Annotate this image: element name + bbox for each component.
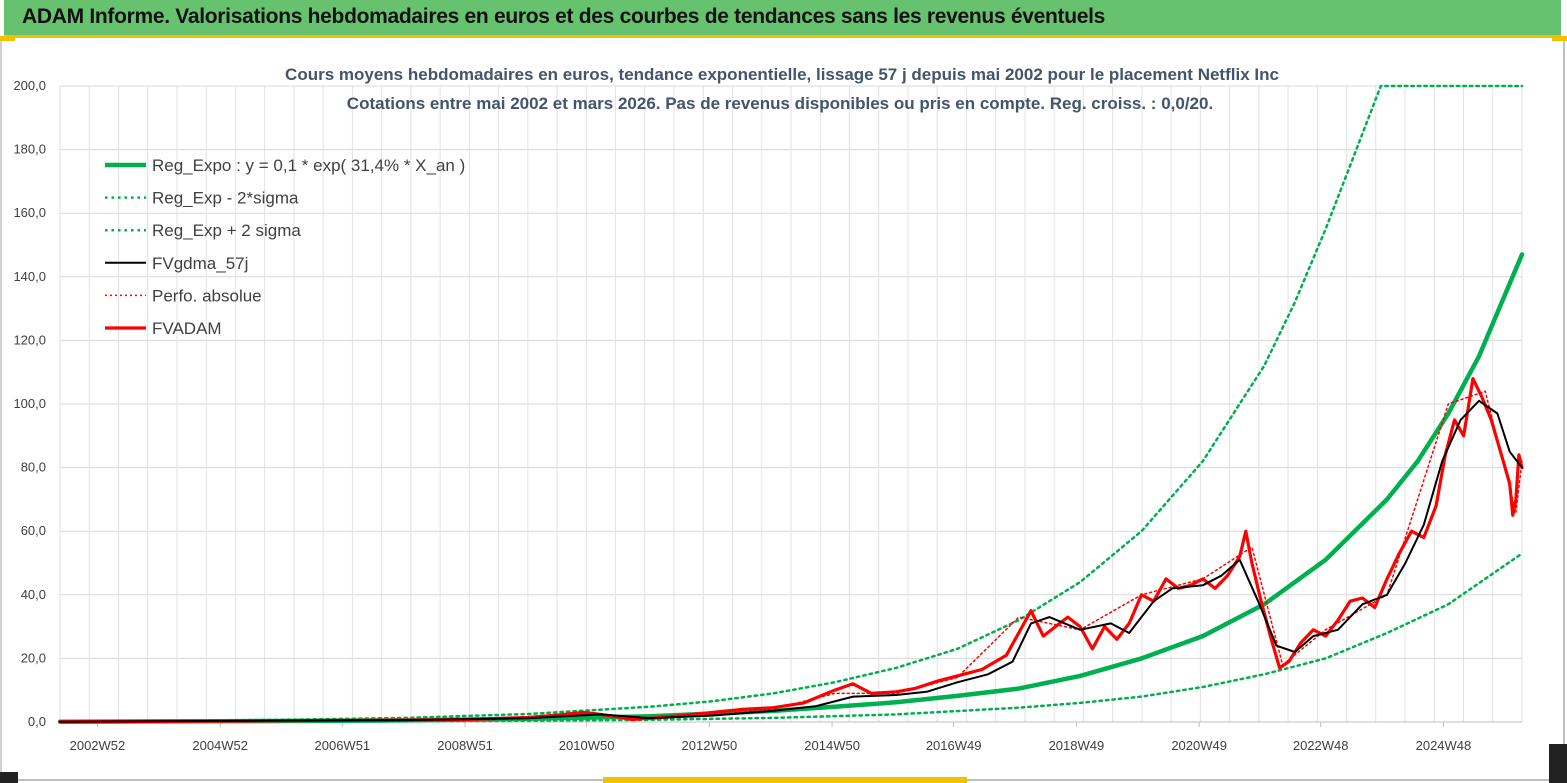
x-tick-label: 2004W52 [192,738,248,753]
accent-bar-bottom [603,777,967,783]
legend-label: FVgdma_57j [152,254,248,273]
accent-bar-right [1552,36,1567,41]
x-tick-label: 2006W51 [315,738,371,753]
legend-label: FVADAM [152,319,222,338]
chart-title-line1: Cours moyens hebdomadaires en euros, ten… [285,65,1279,84]
chart-title-line2: Cotations entre mai 2002 et mars 2026. P… [347,94,1213,113]
x-tick-label: 2010W50 [559,738,615,753]
y-tick-label: 140,0 [13,269,46,284]
y-tick-label: 60,0 [21,523,46,538]
x-tick-label: 2014W50 [804,738,860,753]
chart-legend: Reg_Expo : y = 0,1 * exp( 31,4% * X_an )… [105,156,465,338]
corner-bar-left [0,772,18,783]
y-tick-label: 200,0 [13,78,46,93]
legend-label: Reg_Exp - 2*sigma [152,189,299,208]
legend-label: Perfo. absolue [152,286,262,305]
y-tick-label: 80,0 [21,460,46,475]
y-tick-label: 20,0 [21,650,46,665]
legend-label: Reg_Expo : y = 0,1 * exp( 31,4% * X_an ) [152,156,465,175]
series-line-fvgdma-57j [59,399,1523,723]
chart-series [57,84,1525,724]
accent-bar-left [0,36,15,41]
x-tick-label: 2012W50 [682,738,738,753]
page-header: ADAM Informe. Valorisations hebdomadaire… [4,0,1561,38]
x-tick-label: 2022W48 [1293,738,1349,753]
page-title: ADAM Informe. Valorisations hebdomadaire… [22,5,1106,28]
chart-grid [59,85,1523,723]
y-tick-label: 40,0 [21,587,46,602]
x-tick-label: 2018W49 [1049,738,1105,753]
y-tick-label: 100,0 [13,396,46,411]
corner-bar-right [1549,744,1567,783]
y-tick-label: 180,0 [13,142,46,157]
legend-label: Reg_Exp + 2 sigma [152,221,301,240]
y-tick-label: 0,0 [28,714,46,729]
y-tick-label: 120,0 [13,332,46,347]
y-tick-label: 160,0 [13,205,46,220]
x-tick-label: 2008W51 [437,738,493,753]
x-tick-label: 2002W52 [70,738,126,753]
series-line-reg-exp-2-sigma [58,84,1524,723]
chart-axes: 0,0 20,0 40,0 60,0 80,0 100,0 120,0 140,0 160,0 1… [13,78,1522,753]
x-tick-label: 2016W49 [926,738,982,753]
x-tick-label: 2020W49 [1171,738,1227,753]
x-tick-label: 2024W48 [1416,738,1472,753]
